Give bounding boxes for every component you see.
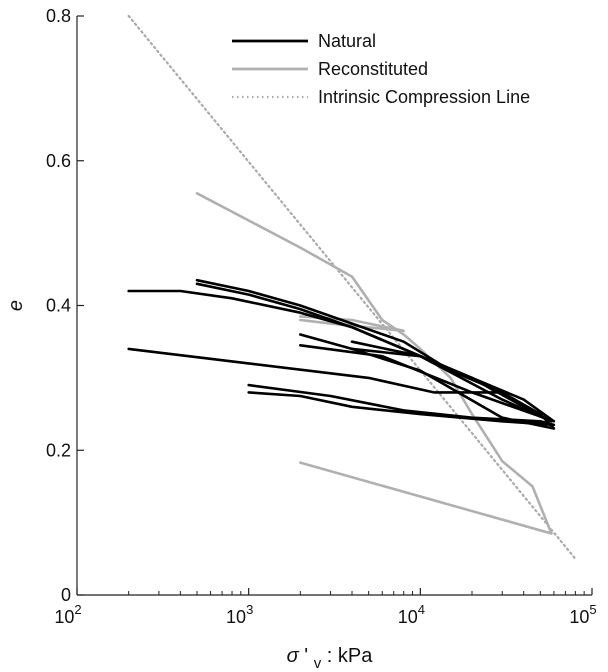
legend-label: Intrinsic Compression Line bbox=[318, 87, 530, 107]
series-line-natural-7 bbox=[247, 383, 556, 427]
legend: Natural Reconstituted Intrinsic Compressio… bbox=[232, 31, 530, 107]
x-axis-label-subscript: v bbox=[314, 655, 322, 672]
y-tick-label: 0.2 bbox=[46, 440, 71, 460]
legend-label: Reconstituted bbox=[318, 59, 428, 79]
y-tick-label: 0.8 bbox=[46, 6, 71, 26]
series-line-natural-6 bbox=[127, 347, 499, 394]
x-axis-label-unit: : kPa bbox=[327, 645, 373, 667]
y-tick-label: 0 bbox=[61, 585, 71, 605]
series-line-intrinsic-compression-line-0 bbox=[127, 14, 577, 560]
x-tick-label: 102 bbox=[54, 602, 81, 627]
x-tick-label-base: 10 bbox=[226, 607, 246, 627]
x-tick-label-base: 10 bbox=[569, 607, 589, 627]
x-tick-label-exponent: 2 bbox=[74, 602, 81, 617]
x-axis-label-sigma: σ bbox=[287, 645, 300, 667]
y-tick-label: 0.6 bbox=[46, 151, 71, 171]
labels-layer: e σ ' v : kPa bbox=[5, 300, 373, 672]
x-axis-label: σ ' v : kPa bbox=[287, 645, 374, 672]
x-axis-label-prime: ' bbox=[304, 645, 308, 667]
x-tick-label-exponent: 4 bbox=[418, 602, 425, 617]
x-tick-label-base: 10 bbox=[54, 607, 74, 627]
x-tick-label-base: 10 bbox=[398, 607, 418, 627]
x-tick-label: 103 bbox=[226, 602, 253, 627]
series-line-natural-4 bbox=[195, 278, 556, 430]
series-layer bbox=[127, 14, 577, 560]
x-tick-label: 105 bbox=[569, 602, 596, 627]
y-axis-label: e bbox=[5, 300, 27, 311]
x-tick-label-exponent: 3 bbox=[246, 602, 253, 617]
legend-label: Natural bbox=[318, 31, 376, 51]
y-tick-label: 0.4 bbox=[46, 296, 71, 316]
x-tick-label-exponent: 5 bbox=[589, 602, 596, 617]
x-tick-label: 104 bbox=[398, 602, 425, 627]
